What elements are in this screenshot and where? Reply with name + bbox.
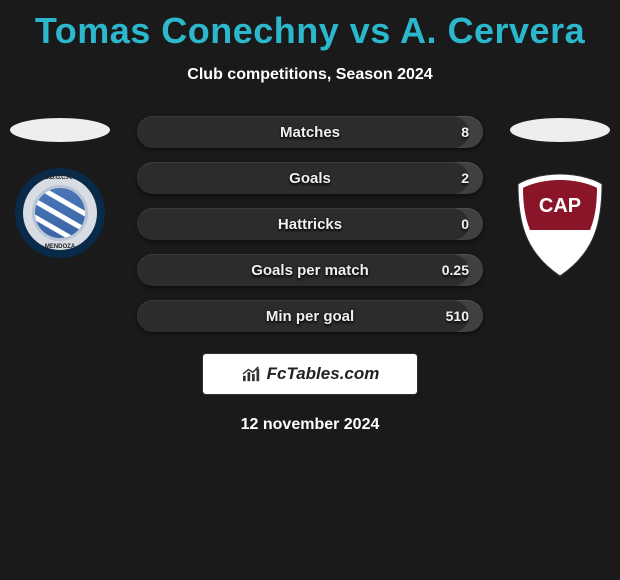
left-team-badge: C.D.G.C.A.T MENDOZA — [15, 168, 105, 258]
player-left-avatar — [10, 118, 110, 142]
stat-label: Hattricks — [278, 216, 342, 233]
subtitle: Club competitions, Season 2024 — [0, 66, 620, 84]
right-badge-text: CAP — [539, 195, 581, 217]
stat-row-goals-per-match: Goals per match 0.25 — [137, 254, 483, 286]
right-team-badge: CAP — [510, 170, 610, 280]
player-right-column: CAP — [500, 116, 620, 280]
stat-value: 510 — [446, 308, 469, 324]
page-title: Tomas Conechny vs A. Cervera — [0, 0, 620, 52]
stat-row-matches: Matches 8 — [137, 116, 483, 148]
stat-row-goals: Goals 2 — [137, 162, 483, 194]
stats-list: Matches 8 Goals 2 Hattricks 0 Goals per … — [137, 116, 483, 332]
left-badge-bottom-text: MENDOZA — [23, 244, 97, 250]
date-text: 12 november 2024 — [0, 416, 620, 434]
player-left-column: C.D.G.C.A.T MENDOZA — [0, 116, 120, 258]
stat-value: 0 — [461, 216, 469, 232]
stat-value: 0.25 — [442, 262, 469, 278]
stat-label: Matches — [280, 124, 340, 141]
stat-row-min-per-goal: Min per goal 510 — [137, 300, 483, 332]
stat-label: Goals per match — [251, 262, 369, 279]
brand-text: FcTables.com — [267, 364, 380, 384]
stat-value: 2 — [461, 170, 469, 186]
stat-label: Goals — [289, 170, 331, 187]
stat-row-hattricks: Hattricks 0 — [137, 208, 483, 240]
brand-box: FcTables.com — [203, 354, 417, 394]
chart-icon — [241, 365, 263, 383]
comparison-content: C.D.G.C.A.T MENDOZA CAP Matches 8 — [0, 116, 620, 434]
stat-value: 8 — [461, 124, 469, 140]
player-right-avatar — [510, 118, 610, 142]
left-badge-top-text: C.D.G.C.A.T — [23, 175, 97, 181]
stat-label: Min per goal — [266, 308, 354, 325]
